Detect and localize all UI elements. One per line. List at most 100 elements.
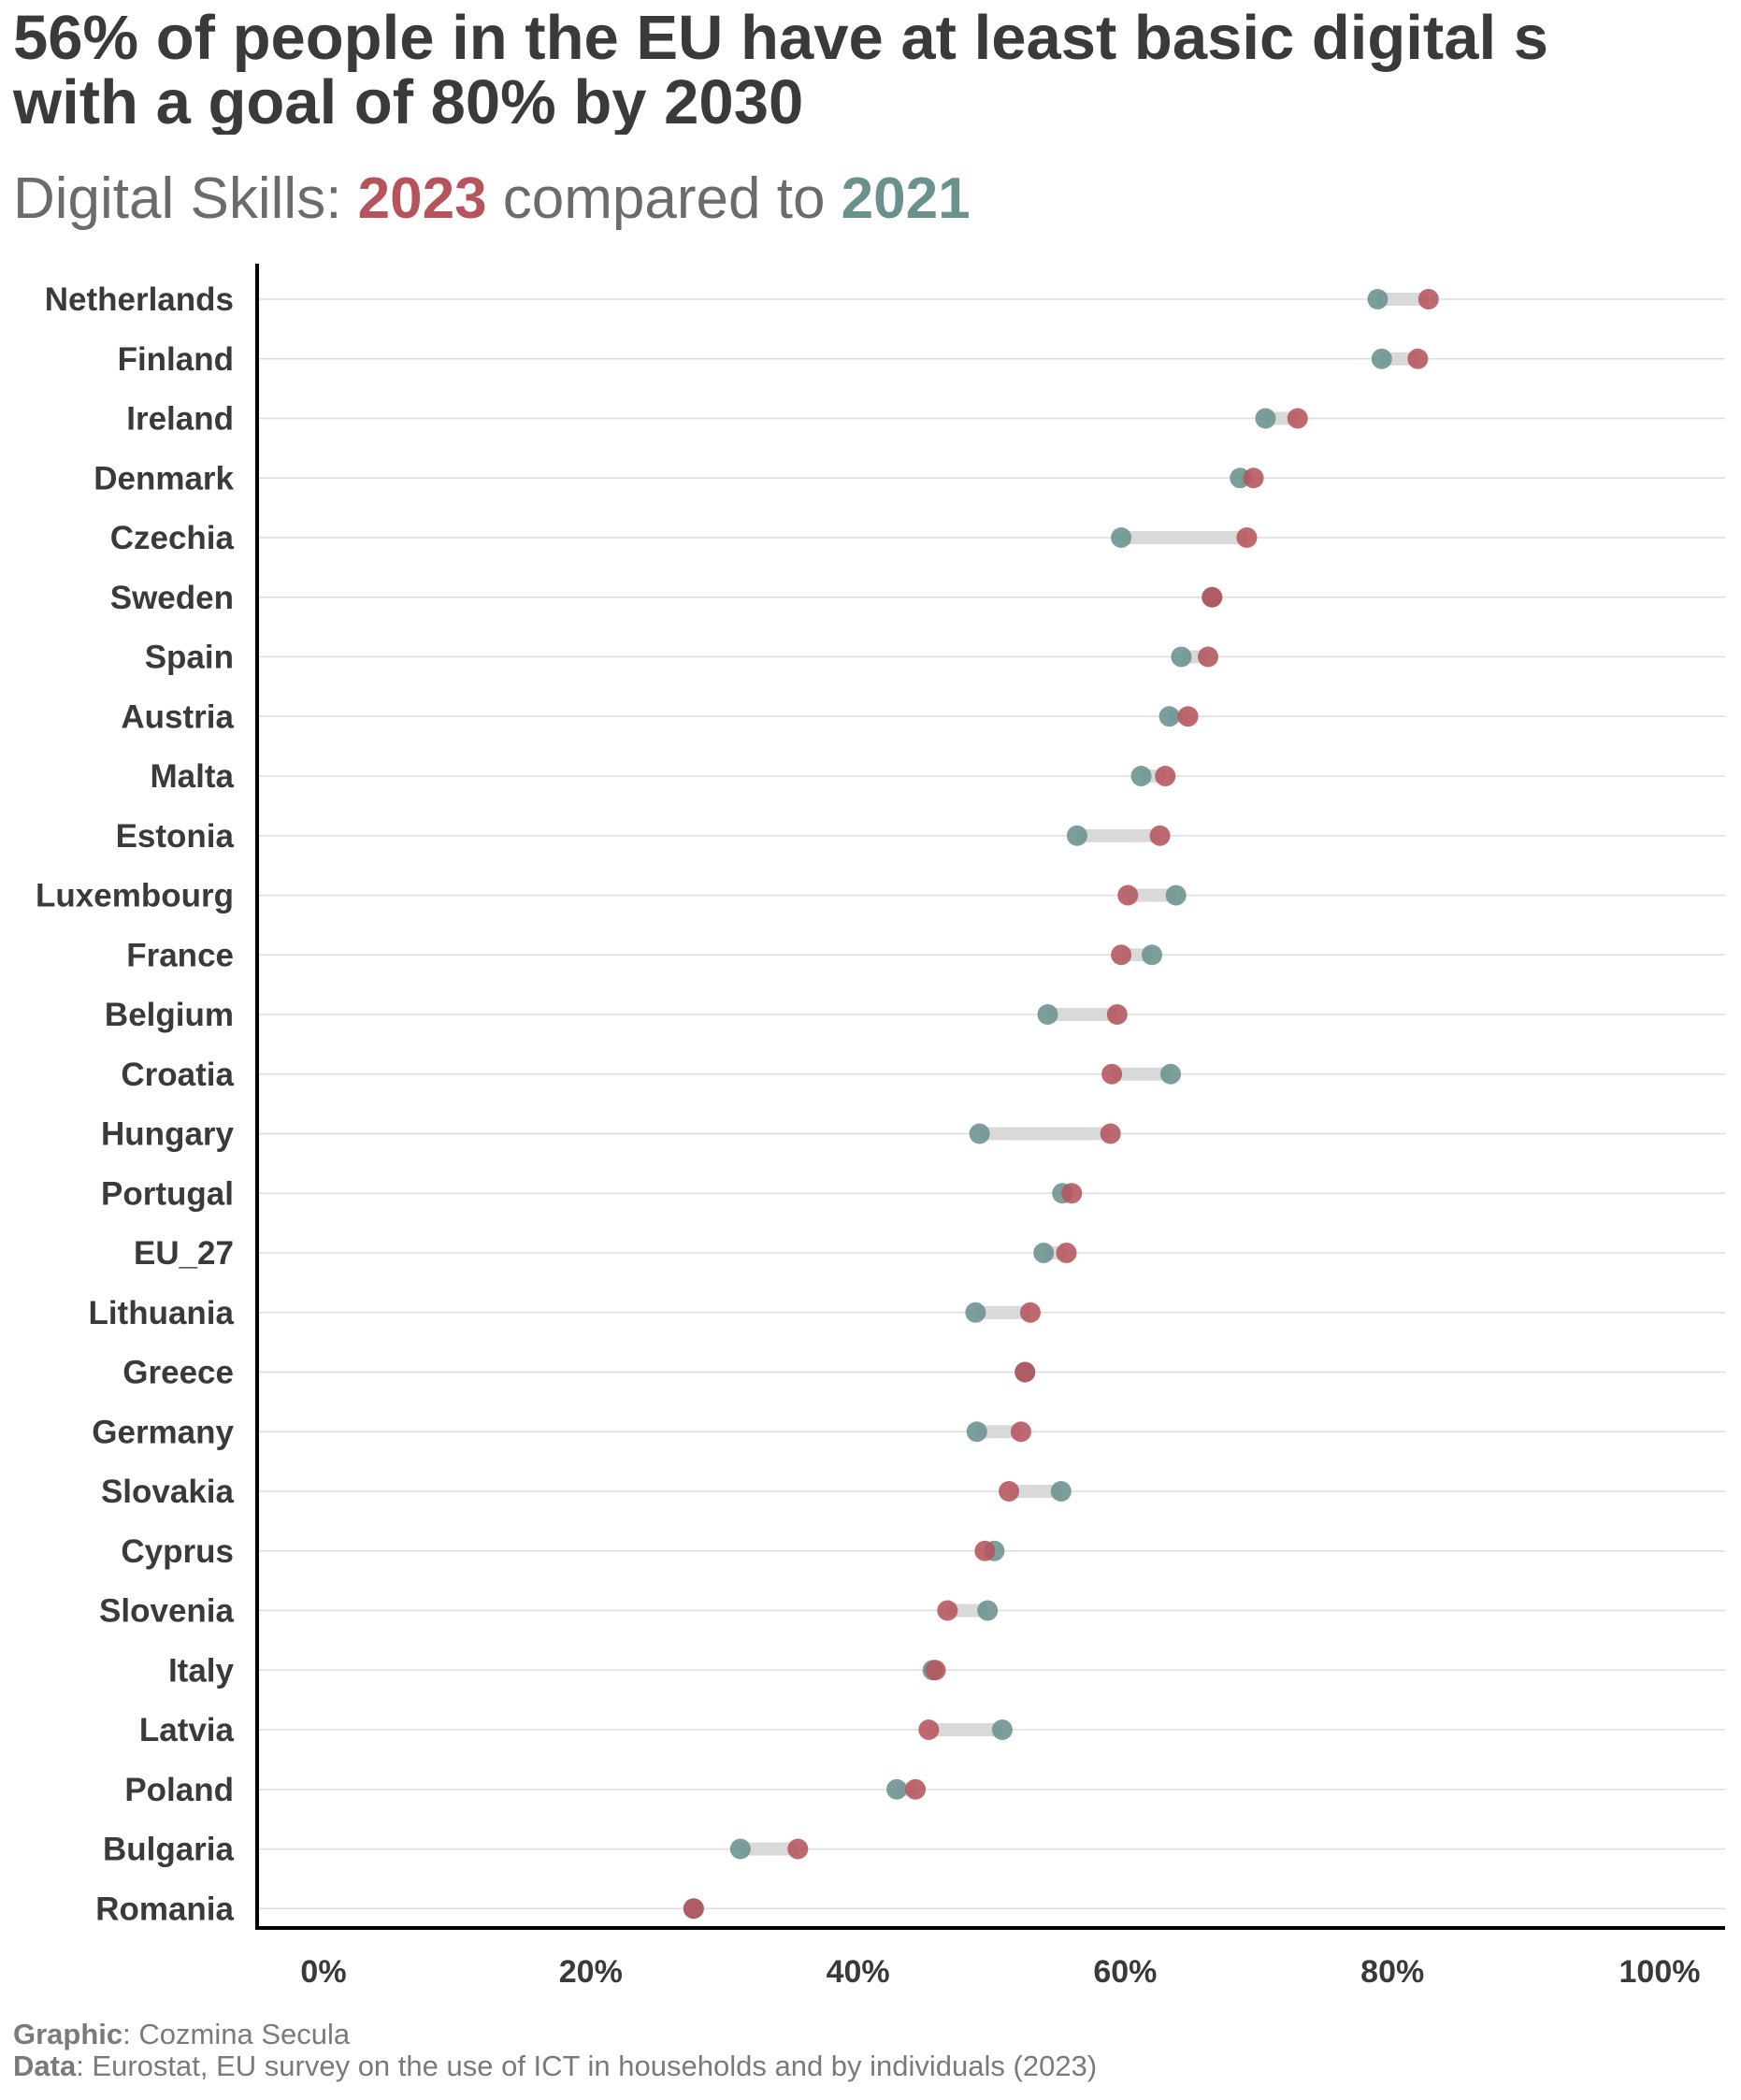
country-label-netherlands: Netherlands [45, 281, 234, 318]
point-2021-lithuania [965, 1302, 986, 1323]
country-label-poland: Poland [124, 1772, 234, 1808]
chart-title: 56% of people in the EU have at least ba… [13, 6, 1741, 135]
country-label-greece: Greece [122, 1355, 234, 1391]
point-2023-croatia [1101, 1063, 1123, 1085]
country-label-hungary: Hungary [101, 1116, 235, 1153]
caption-data: Data: Eurostat, EU survey on the use of … [13, 2050, 1097, 2083]
x-tick-label-40: 40% [827, 1954, 890, 1990]
point-2023-ireland [1287, 408, 1308, 429]
point-2023-bulgaria [787, 1838, 809, 1860]
country-label-luxembourg: Luxembourg [36, 878, 234, 914]
country-label-belgium: Belgium [105, 997, 234, 1033]
point-2021-belgium [1037, 1004, 1058, 1025]
country-label-malta: Malta [151, 758, 235, 795]
country-label-bulgaria: Bulgaria [103, 1832, 235, 1868]
x-tick-label-100: 100% [1619, 1954, 1701, 1990]
point-2023-spain [1197, 646, 1218, 668]
point-2021-luxembourg [1165, 885, 1187, 906]
point-2023-greece [1014, 1361, 1036, 1383]
point-2023-portugal [1061, 1183, 1083, 1204]
subtitle-year-2023: 2023 [357, 166, 487, 231]
country-label-czechia: Czechia [110, 520, 235, 556]
caption-data-text: : Eurostat, EU survey on the use of ICT … [76, 2050, 1098, 2082]
country-label-portugal: Portugal [101, 1175, 234, 1212]
point-2023-lithuania [1019, 1302, 1041, 1323]
point-2023-netherlands [1417, 289, 1439, 309]
point-2023-czechia [1236, 527, 1258, 548]
country-label-latvia: Latvia [139, 1712, 235, 1748]
point-2023-sweden [1201, 586, 1223, 608]
country-label-slovenia: Slovenia [99, 1593, 234, 1630]
point-2021-france [1141, 944, 1162, 966]
country-label-eu-27: EU_27 [134, 1235, 234, 1272]
point-2021-slovenia [977, 1600, 999, 1621]
subtitle-prefix: Digital Skills: [13, 166, 358, 231]
country-label-france: France [126, 937, 234, 973]
point-2021-latvia [991, 1719, 1013, 1740]
point-2023-eu-27 [1056, 1243, 1077, 1263]
point-2021-croatia [1159, 1063, 1181, 1085]
point-2021-hungary [969, 1123, 990, 1144]
country-label-ireland: Ireland [126, 401, 234, 438]
country-label-denmark: Denmark [94, 460, 234, 496]
point-2021-eu-27 [1033, 1243, 1055, 1263]
chart-title-line-2: with a goal of 80% by 2030 [13, 67, 804, 135]
point-2021-spain [1171, 646, 1192, 668]
x-tick-labels: 0% 20% 40% 60% 80% 100% [300, 1954, 1700, 1990]
x-tick-label-20: 20% [559, 1954, 623, 1990]
country-label-slovakia: Slovakia [101, 1474, 235, 1510]
axes [255, 264, 1725, 1930]
country-label-finland: Finland [118, 341, 234, 378]
point-2023-latvia [918, 1719, 940, 1740]
country-label-germany: Germany [92, 1414, 234, 1450]
point-2023-cyprus [974, 1540, 996, 1561]
country-label-cyprus: Cyprus [121, 1533, 234, 1570]
point-2023-denmark [1243, 467, 1264, 489]
dumbbell-chart: Netherlands Finland Ireland Denmark Czechia S… [36, 264, 1725, 1990]
point-2023-luxembourg [1117, 885, 1139, 906]
point-2021-austria [1158, 706, 1180, 727]
caption-graphic-label: Graphic [13, 2018, 123, 2050]
point-2021-bulgaria [729, 1838, 751, 1860]
caption-data-label: Data [13, 2050, 77, 2082]
country-label-austria: Austria [121, 698, 234, 735]
point-2023-finland [1407, 348, 1429, 369]
point-2023-belgium [1106, 1004, 1128, 1025]
point-2021-ireland [1255, 408, 1276, 429]
chart-subtitle: Digital Skills: 2023 compared to 2021 [13, 166, 971, 232]
point-2023-italy [925, 1660, 946, 1681]
point-2023-estonia [1149, 825, 1171, 846]
country-label-estonia: Estonia [116, 818, 235, 855]
country-label-romania: Romania [95, 1891, 234, 1927]
point-2021-germany [966, 1421, 987, 1443]
chart-title-line-1: 56% of people in the EU have at least ba… [13, 6, 1548, 73]
point-2023-romania [683, 1898, 704, 1920]
country-label-italy: Italy [168, 1652, 235, 1689]
point-2023-poland [905, 1778, 927, 1800]
connectors [740, 293, 1429, 1856]
subtitle-middle: compared to [486, 166, 842, 231]
x-tick-label-60: 60% [1093, 1954, 1157, 1990]
point-2021-malta [1130, 766, 1152, 786]
subtitle-year-2021: 2021 [841, 166, 971, 231]
x-tick-label-0: 0% [300, 1954, 346, 1990]
point-2023-austria [1177, 706, 1199, 727]
point-2023-malta [1155, 766, 1176, 786]
data-points [683, 289, 1439, 1920]
point-2023-france [1111, 944, 1132, 966]
country-label-croatia: Croatia [121, 1057, 234, 1093]
country-label-sweden: Sweden [110, 580, 234, 616]
point-2023-slovenia [937, 1600, 958, 1621]
country-labels: Netherlands Finland Ireland Denmark Czechia S… [36, 281, 234, 1927]
gridlines [257, 298, 1725, 1909]
caption-graphic-text: : Cozmina Secula [122, 2018, 351, 2050]
point-2021-poland [886, 1778, 908, 1800]
point-2021-finland [1371, 348, 1392, 369]
country-label-lithuania: Lithuania [88, 1295, 234, 1331]
caption-graphic: Graphic: Cozmina Secula [13, 2018, 350, 2051]
point-2021-czechia [1111, 527, 1132, 548]
point-2021-netherlands [1367, 289, 1388, 309]
point-2021-estonia [1066, 825, 1087, 846]
x-tick-label-80: 80% [1360, 1954, 1424, 1990]
country-label-spain: Spain [145, 640, 234, 676]
